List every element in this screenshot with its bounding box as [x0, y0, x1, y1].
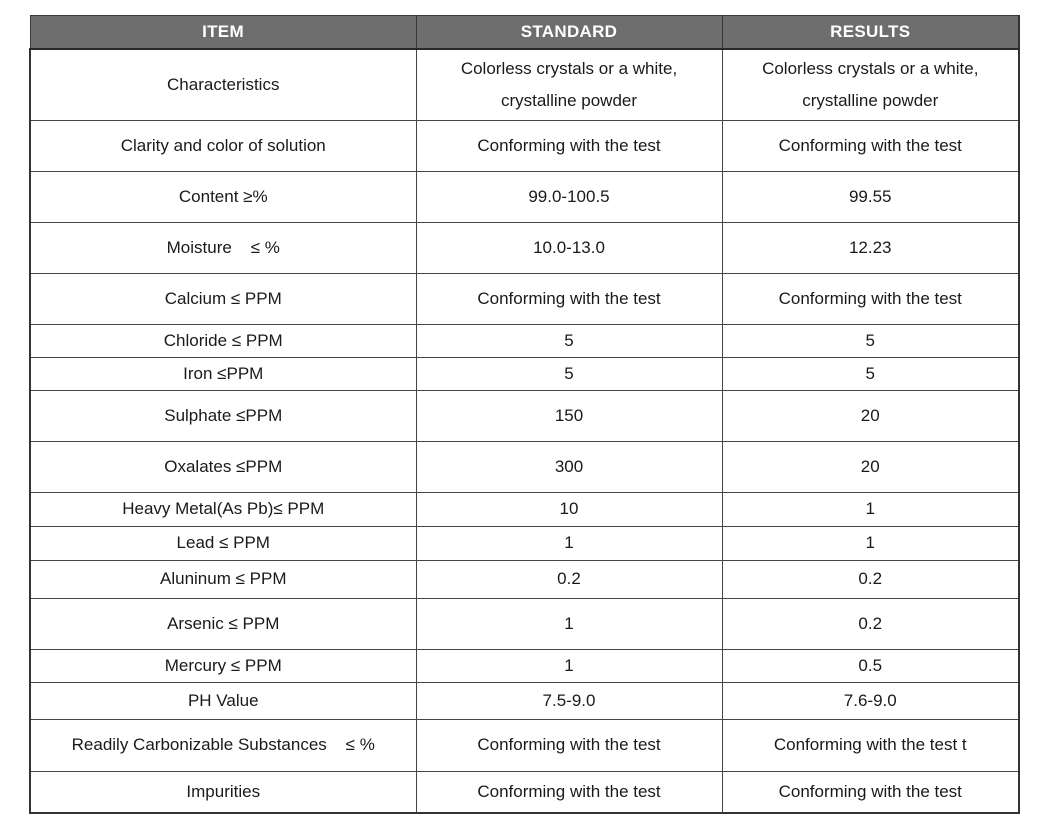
cell-results: Colorless crystals or a white, crystalli…	[721, 48, 1020, 121]
cell-results: Conforming with the test	[721, 770, 1020, 814]
table-row: Chloride ≤ PPM 5 5	[29, 323, 1020, 358]
cell-results: 12.23	[721, 221, 1020, 274]
cell-results: 20	[721, 389, 1020, 442]
cell-standard: 0.2	[415, 559, 723, 599]
table-row: PH Value 7.5-9.0 7.6-9.0	[29, 681, 1020, 720]
cell-item: Iron ≤PPM	[29, 356, 417, 391]
cell-standard: Conforming with the test	[415, 119, 723, 172]
cell-item: Moisture ≤ %	[29, 221, 417, 274]
cell-item: Heavy Metal(As Pb)≤ PPM	[29, 491, 417, 527]
cell-item: Oxalates ≤PPM	[29, 440, 417, 493]
cell-results: 0.2	[721, 559, 1020, 599]
cell-standard: 10	[415, 491, 723, 527]
cell-standard: Conforming with the test	[415, 272, 723, 325]
cell-results: 99.55	[721, 170, 1020, 223]
table-row: Arsenic ≤ PPM 1 0.2	[29, 597, 1020, 650]
cell-item: Clarity and color of solution	[29, 119, 417, 172]
cell-results: Conforming with the test	[721, 272, 1020, 325]
cell-results: 0.5	[721, 648, 1020, 683]
cell-standard: Conforming with the test	[415, 770, 723, 814]
table-row: Sulphate ≤PPM 150 20	[29, 389, 1020, 442]
cell-results: 7.6-9.0	[721, 681, 1020, 720]
cell-results: Conforming with the test t	[721, 718, 1020, 772]
cell-item: Mercury ≤ PPM	[29, 648, 417, 683]
table-row: Readily Carbonizable Substances ≤ % Conf…	[29, 718, 1020, 772]
cell-standard: 5	[415, 323, 723, 358]
column-header-results: RESULTS	[721, 15, 1020, 50]
cell-standard: 1	[415, 597, 723, 650]
column-header-item: ITEM	[29, 15, 417, 50]
cell-item: Content ≥%	[29, 170, 417, 223]
table-row: Characteristics Colorless crystals or a …	[29, 48, 1020, 121]
cell-standard: 10.0-13.0	[415, 221, 723, 274]
cell-results: 5	[721, 356, 1020, 391]
cell-item: Readily Carbonizable Substances ≤ %	[29, 718, 417, 772]
cell-standard: Conforming with the test	[415, 718, 723, 772]
table-row: Iron ≤PPM 5 5	[29, 356, 1020, 391]
cell-standard: 1	[415, 648, 723, 683]
cell-results: Conforming with the test	[721, 119, 1020, 172]
cell-item: Lead ≤ PPM	[29, 525, 417, 561]
cell-standard: Colorless crystals or a white, crystalli…	[415, 48, 723, 121]
table-row: Content ≥% 99.0-100.5 99.55	[29, 170, 1020, 223]
cell-results: 20	[721, 440, 1020, 493]
cell-results: 1	[721, 491, 1020, 527]
cell-standard: 300	[415, 440, 723, 493]
cell-item: Aluninum ≤ PPM	[29, 559, 417, 599]
table-row: Moisture ≤ % 10.0-13.0 12.23	[29, 221, 1020, 274]
cell-item: PH Value	[29, 681, 417, 720]
table-header-row: ITEM STANDARD RESULTS	[29, 15, 1020, 50]
table-row: Clarity and color of solution Conforming…	[29, 119, 1020, 172]
table-row: Aluninum ≤ PPM 0.2 0.2	[29, 559, 1020, 599]
cell-item: Calcium ≤ PPM	[29, 272, 417, 325]
cell-results: 1	[721, 525, 1020, 561]
cell-item: Characteristics	[29, 48, 417, 121]
cell-item: Chloride ≤ PPM	[29, 323, 417, 358]
cell-standard: 99.0-100.5	[415, 170, 723, 223]
table-row: Calcium ≤ PPM Conforming with the test C…	[29, 272, 1020, 325]
cell-item: Sulphate ≤PPM	[29, 389, 417, 442]
cell-item: Impurities	[29, 770, 417, 814]
table-row: Oxalates ≤PPM 300 20	[29, 440, 1020, 493]
cell-results: 5	[721, 323, 1020, 358]
cell-standard: 5	[415, 356, 723, 391]
specification-table: ITEM STANDARD RESULTS Characteristics Co…	[29, 15, 1020, 814]
table-row: Heavy Metal(As Pb)≤ PPM 10 1	[29, 491, 1020, 527]
cell-standard: 1	[415, 525, 723, 561]
cell-standard: 150	[415, 389, 723, 442]
table-row: Impurities Conforming with the test Conf…	[29, 770, 1020, 814]
cell-results: 0.2	[721, 597, 1020, 650]
table-row: Mercury ≤ PPM 1 0.5	[29, 648, 1020, 683]
cell-item: Arsenic ≤ PPM	[29, 597, 417, 650]
cell-standard: 7.5-9.0	[415, 681, 723, 720]
table-row: Lead ≤ PPM 1 1	[29, 525, 1020, 561]
column-header-standard: STANDARD	[415, 15, 723, 50]
